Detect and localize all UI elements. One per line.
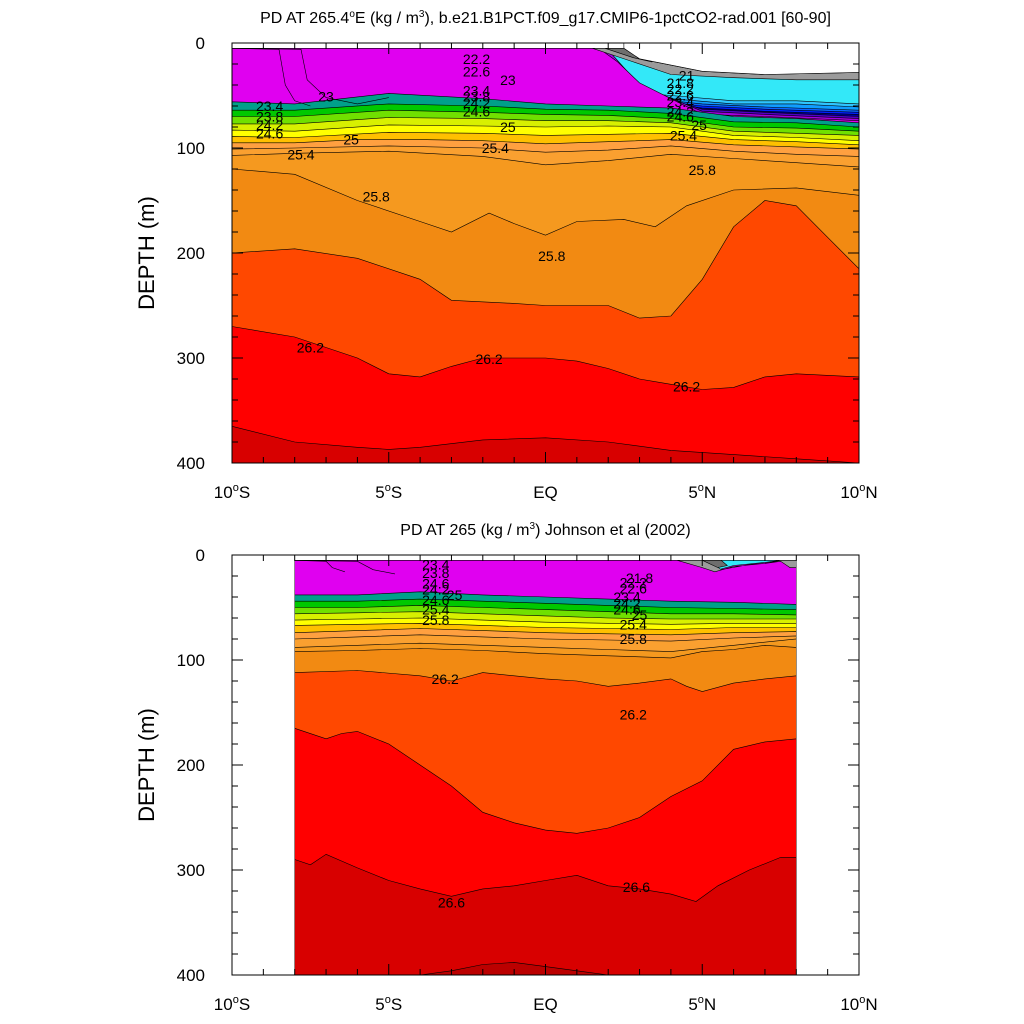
contour-label: 22.2 xyxy=(667,81,694,97)
contour-label: 25.4 xyxy=(620,616,647,632)
contour-label: 26.2 xyxy=(673,378,700,394)
contour-label: 22.6 xyxy=(667,88,694,104)
y-tick-label: 0 xyxy=(196,34,205,53)
contour-label: 23.4 xyxy=(422,556,449,572)
contour-label: 23 xyxy=(500,72,516,88)
contour-label: 24.2 xyxy=(463,95,490,111)
y-axis: 0 100 200 300 400 xyxy=(177,34,859,473)
y-tick-label: 0 xyxy=(196,546,205,565)
contour-label: 25 xyxy=(500,119,516,135)
contour-label: 22.2 xyxy=(463,51,490,67)
x-tick-label: EQ xyxy=(533,483,558,502)
contour-line-2 xyxy=(294,560,345,573)
chart-panel-2: 23.423.824.624.22524.625.425.826.221.822… xyxy=(134,521,878,1014)
contour-label: 26.2 xyxy=(297,340,324,356)
contour-label: 24.2 xyxy=(613,595,640,611)
x-tick-label: 5oN xyxy=(688,994,716,1014)
contour-label: 25 xyxy=(632,607,648,623)
y-tick-label: 100 xyxy=(177,139,205,158)
contour-label: 23.4 xyxy=(667,94,694,110)
low-density-region-1 xyxy=(677,560,797,573)
chart-panel-1: 22.222.62323.423.824.224.62525.425.825.8… xyxy=(134,9,878,502)
contour-label: 24.6 xyxy=(256,125,283,141)
y-axis-label: DEPTH (m) xyxy=(134,708,159,822)
contour-label: 23.8 xyxy=(463,89,490,105)
y-axis-label: DEPTH (m) xyxy=(134,196,159,310)
contour-label: 24.2 xyxy=(422,582,449,598)
x-tick-label: 5oN xyxy=(688,482,716,502)
contour-label: 24.6 xyxy=(422,575,449,591)
contour-line-2 xyxy=(232,48,389,105)
contour-label: 25.4 xyxy=(670,127,697,143)
contour-label: 25.4 xyxy=(482,140,509,156)
y-tick-label: 300 xyxy=(177,349,205,368)
y-tick-label: 400 xyxy=(177,966,205,985)
x-axis: 10oS 5oS EQ 5oN 10oN xyxy=(214,43,878,502)
contour-label: 22.6 xyxy=(463,63,490,79)
y-tick-label: 200 xyxy=(177,244,205,263)
contour-label: 26.2 xyxy=(620,707,647,723)
contour-label: 25.8 xyxy=(422,612,449,628)
x-axis: 10oS 5oS EQ 5oN 10oN xyxy=(214,555,878,1014)
contour-label: 25.4 xyxy=(422,602,449,618)
chart-title: PD AT 265 (kg / m3) Johnson et al (2002) xyxy=(400,521,690,539)
x-tick-label: 10oS xyxy=(214,994,250,1014)
chart-title: PD AT 265.4oE (kg / m3), b.e21.B1PCT.f09… xyxy=(260,9,831,27)
contour-label: 25.8 xyxy=(689,162,716,178)
y-tick-label: 300 xyxy=(177,861,205,880)
contour-label: 25.8 xyxy=(538,248,565,264)
contour-label: 23.4 xyxy=(613,589,640,605)
density-band-21 xyxy=(232,326,859,463)
contour-label: 24.2 xyxy=(667,103,694,119)
contour-label: 23 xyxy=(318,89,334,105)
contour-label: 24.6 xyxy=(613,602,640,618)
x-tick-label: 5oS xyxy=(375,482,402,502)
contour-field xyxy=(232,43,859,463)
y-tick-label: 100 xyxy=(177,651,205,670)
low-density-region-2 xyxy=(702,560,728,568)
contour-label: 24.6 xyxy=(422,592,449,608)
contour-label: 21 xyxy=(679,68,695,84)
x-tick-label: 5oS xyxy=(375,994,402,1014)
x-tick-label: 10oN xyxy=(840,994,877,1014)
y-tick-label: 400 xyxy=(177,454,205,473)
contour-label: 22.6 xyxy=(620,581,647,597)
contour-label: 24.2 xyxy=(256,117,283,133)
x-tick-label: 10oN xyxy=(840,482,877,502)
contour-label: 26.6 xyxy=(438,895,465,911)
contour-label: 25 xyxy=(691,117,707,133)
contour-field xyxy=(294,559,797,975)
contour-label: 23.4 xyxy=(463,82,490,98)
x-tick-label: EQ xyxy=(533,995,558,1014)
contour-label: 21.8 xyxy=(626,570,653,586)
contour-label: 25.8 xyxy=(363,188,390,204)
contour-label: 25 xyxy=(447,587,463,603)
contour-label: 26.2 xyxy=(475,351,502,367)
x-tick-label: 10oS xyxy=(214,482,250,502)
contour-label: 23.8 xyxy=(256,109,283,125)
contour-label: 26.2 xyxy=(432,671,459,687)
contour-label: 25 xyxy=(343,132,359,148)
missing-data-region xyxy=(623,43,859,75)
contour-label: 25.8 xyxy=(620,631,647,647)
y-axis: 0 100 200 300 400 xyxy=(177,546,859,985)
contour-label: 24.6 xyxy=(463,103,490,119)
contour-label: 23.8 xyxy=(422,565,449,581)
contour-label: 26.6 xyxy=(623,879,650,895)
y-tick-label: 200 xyxy=(177,756,205,775)
contour-label: 25.4 xyxy=(287,146,314,162)
contour-label: 21.8 xyxy=(667,75,694,91)
density-band-22 xyxy=(294,853,797,975)
contour-label: 24.6 xyxy=(667,109,694,125)
contour-label: 22.2 xyxy=(620,574,647,590)
contour-label: 23.4 xyxy=(256,98,283,114)
